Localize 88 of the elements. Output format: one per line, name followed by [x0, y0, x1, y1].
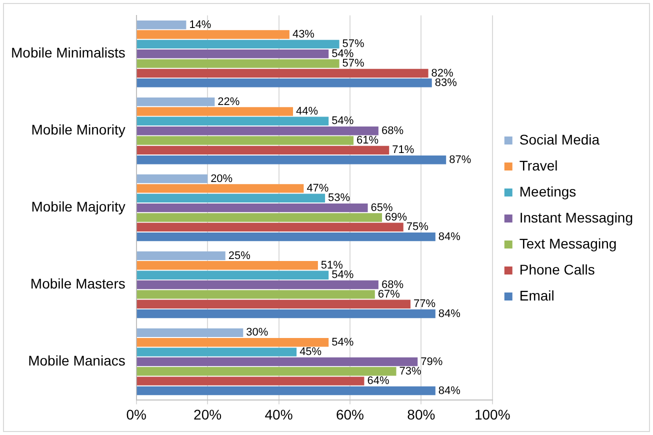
data-label: 22% [218, 96, 240, 108]
data-label: 68% [381, 278, 404, 291]
bar [136, 30, 290, 39]
bar [136, 270, 329, 280]
bar [136, 261, 318, 270]
legend-label: Meetings [519, 183, 576, 200]
data-label: 53% [328, 192, 350, 204]
x-tick-label: 60% [336, 406, 364, 422]
data-label: 67% [378, 288, 400, 300]
legend-label: Social Media [519, 131, 600, 148]
data-label: 61% [356, 134, 379, 147]
data-label: 65% [370, 202, 394, 214]
data-label: 20% [210, 172, 233, 185]
bar [136, 367, 396, 376]
data-label: 73% [399, 365, 422, 378]
bar [136, 232, 436, 242]
bar [136, 59, 340, 68]
bar [136, 156, 446, 164]
bar [136, 78, 432, 88]
y-tick-label: Mobile Majority [31, 198, 126, 215]
x-tick-label: 40% [264, 406, 293, 422]
data-label: 25% [228, 250, 251, 262]
x-tick-label: 100% [474, 406, 510, 422]
bar [136, 309, 436, 318]
data-label: 57% [342, 38, 365, 50]
bar [136, 338, 329, 347]
x-tick-label: 0% [126, 406, 146, 422]
bar [136, 97, 215, 106]
bar [136, 290, 375, 299]
data-label: 30% [246, 326, 268, 339]
data-label: 75% [406, 221, 429, 234]
x-tick-label: 80% [407, 406, 436, 422]
x-tick-label: 20% [194, 406, 222, 422]
bar [136, 203, 368, 212]
data-label: 71% [392, 144, 414, 156]
bar [136, 376, 364, 386]
data-label: 84% [438, 384, 461, 397]
data-label: 47% [306, 182, 329, 194]
bar [136, 300, 410, 308]
data-label: 14% [189, 18, 212, 31]
legend-label: Phone Calls [519, 261, 595, 278]
bar [136, 251, 226, 260]
data-label: 57% [342, 58, 365, 70]
bar [136, 174, 208, 184]
data-label: 87% [449, 154, 472, 166]
bar [136, 184, 304, 193]
data-label: 84% [438, 308, 461, 320]
bar [136, 222, 404, 232]
bar [136, 116, 329, 126]
data-label: 68% [381, 124, 404, 137]
data-label: 54% [332, 269, 354, 282]
data-label: 54% [332, 336, 354, 348]
data-label: 79% [420, 356, 443, 368]
bar [136, 146, 390, 155]
y-tick-label: Mobile Minority [31, 122, 126, 138]
bar [136, 126, 378, 136]
bar [136, 386, 436, 396]
data-label: 83% [434, 76, 458, 89]
legend-label: Travel [519, 157, 558, 174]
bar [136, 107, 294, 116]
data-label: 54% [332, 48, 354, 60]
data-label: 44% [296, 106, 318, 118]
legend-label: Text Messaging [519, 235, 617, 252]
legend-label: Instant Messaging [519, 209, 634, 226]
bar [136, 136, 354, 145]
bar [136, 40, 340, 49]
bar [136, 50, 329, 58]
data-label: 45% [300, 346, 322, 358]
bar [136, 328, 244, 338]
data-label: 54% [332, 115, 354, 128]
bar [136, 20, 186, 30]
data-label: 43% [292, 28, 315, 41]
bar [136, 280, 378, 290]
data-label: 84% [438, 230, 461, 243]
y-tick-label: Mobile Masters [30, 276, 126, 292]
legend-label: Email [519, 287, 554, 304]
data-label: 64% [367, 375, 390, 388]
y-tick-label: Mobile Minimalists [11, 44, 126, 61]
data-label: 77% [413, 298, 436, 310]
data-label: 69% [385, 212, 408, 224]
bar [136, 357, 418, 366]
data-label: 82% [431, 67, 454, 80]
bar [136, 68, 428, 78]
bar [136, 213, 382, 222]
bar [136, 194, 326, 202]
y-tick-label: Mobile Maniacs [28, 352, 126, 369]
data-label: 51% [320, 259, 344, 272]
bar [136, 348, 297, 356]
